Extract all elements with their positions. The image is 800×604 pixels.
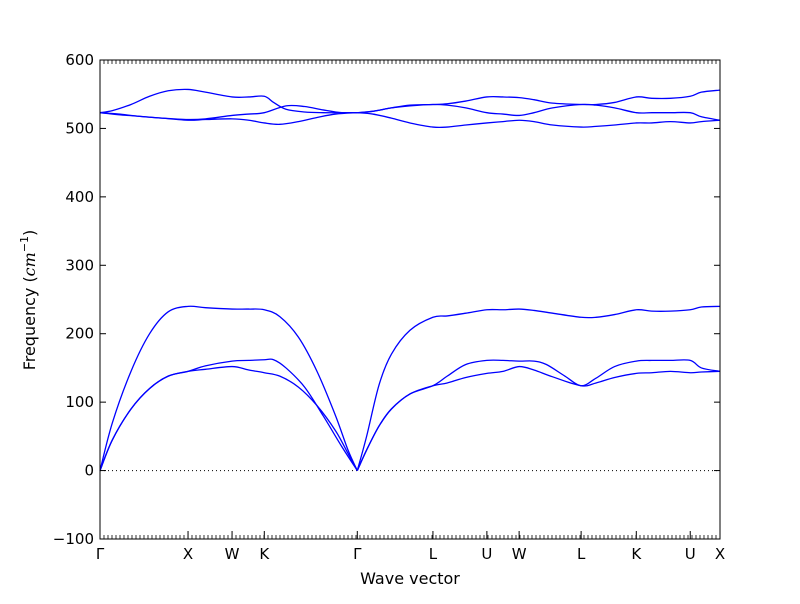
plot-content: [99, 88, 721, 472]
plot-frame: [99, 59, 721, 540]
kpoint-label: Γ: [353, 545, 362, 563]
kpoint-label: Γ: [96, 545, 105, 563]
kpoint-label: W: [225, 545, 240, 563]
y-tick-label: 500: [65, 119, 94, 137]
y-tick-label: 200: [65, 325, 94, 343]
y-tick-label: 100: [65, 393, 94, 411]
x-axis-title: Wave vector: [360, 569, 460, 588]
y-axis-title-close: ): [20, 230, 39, 236]
y-tick-label: 600: [65, 51, 94, 69]
band-line-12: [357, 89, 721, 114]
y-tick-label: 300: [65, 256, 94, 274]
kpoint-label: X: [715, 545, 725, 563]
kpoint-label: U: [685, 545, 696, 563]
y-axis-title-unit: cm: [20, 252, 39, 276]
band-line-3: [99, 305, 358, 471]
band-line-9: [356, 365, 721, 471]
kpoint-label: K: [631, 545, 642, 563]
y-tick-label: 400: [65, 188, 94, 206]
kpoint-label: L: [577, 545, 586, 563]
y-tick-label: 0: [84, 462, 94, 480]
kpoint-label: W: [512, 545, 527, 563]
y-tick-label: −100: [53, 530, 94, 548]
kpoint-label: X: [183, 545, 193, 563]
axes: −100 0 100 200 300 400 500 600 Γ X W K Γ L U W L K U X: [53, 51, 725, 563]
y-axis-title: Frequency (cm−1): [18, 230, 39, 371]
kpoint-label: L: [429, 545, 438, 563]
band-line-2: [99, 358, 358, 471]
band-line-5: [99, 104, 358, 121]
kpoint-label: K: [259, 545, 270, 563]
kpoint-label: U: [481, 545, 492, 563]
band-line-10: [357, 112, 721, 129]
band-line-7: [356, 305, 721, 471]
y-axis-title-text: Frequency (: [20, 276, 39, 370]
y-axis-title-exponent: −1: [18, 236, 31, 252]
band-line-6: [99, 88, 358, 114]
